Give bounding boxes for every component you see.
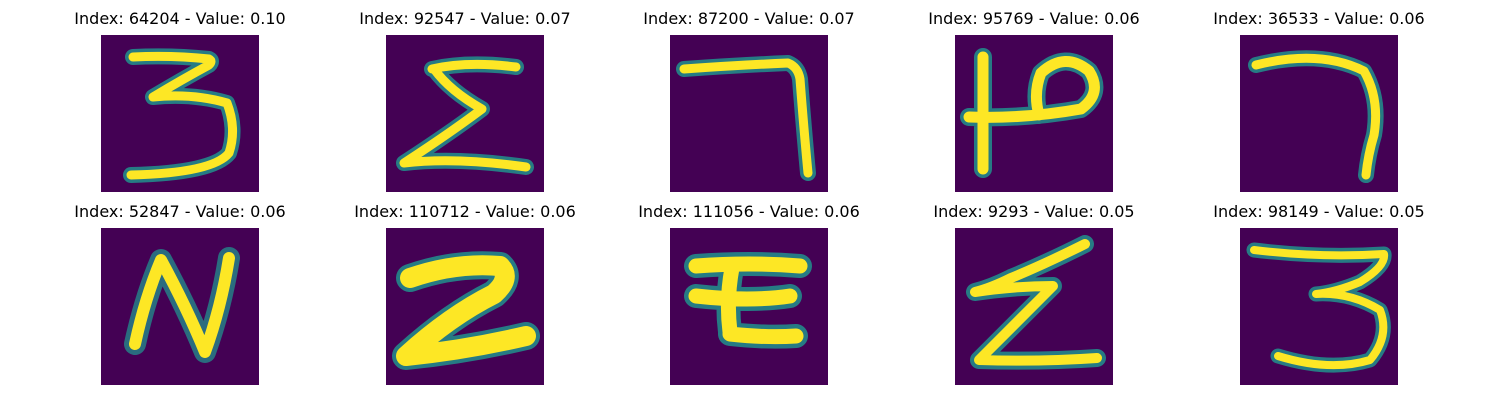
sample-image [670, 35, 828, 192]
handwritten-glyph-3 [123, 48, 241, 183]
sample-image [386, 228, 544, 385]
sample-panel: Index: 95769 - Value: 0.06 [914, 9, 1154, 194]
sample-image [1240, 35, 1398, 192]
handwritten-glyph-sigma [396, 56, 534, 175]
sample-image [955, 228, 1113, 385]
panel-title: Index: 52847 - Value: 0.06 [74, 202, 286, 221]
sample-panel: Index: 52847 - Value: 0.06 [60, 202, 300, 387]
sample-panel: Index: 64204 - Value: 0.10 [60, 9, 300, 194]
panel-title: Index: 92547 - Value: 0.07 [359, 9, 571, 28]
panel-title: Index: 110712 - Value: 0.06 [354, 202, 576, 221]
sample-panel: Index: 36533 - Value: 0.06 [1199, 9, 1439, 194]
sample-image [1240, 228, 1398, 385]
panel-title: Index: 64204 - Value: 0.10 [74, 9, 286, 28]
sample-panel: Index: 98149 - Value: 0.05 [1199, 202, 1439, 387]
panel-title: Index: 111056 - Value: 0.06 [638, 202, 860, 221]
sample-image [386, 35, 544, 192]
panel-title: Index: 9293 - Value: 0.05 [933, 202, 1135, 221]
sample-image [955, 35, 1113, 192]
panel-title: Index: 95769 - Value: 0.06 [928, 9, 1140, 28]
handwritten-glyph-z [966, 235, 1106, 370]
handwritten-glyph-3 [1246, 242, 1392, 373]
sample-panel: Index: 111056 - Value: 0.06 [629, 202, 869, 387]
panel-title: Index: 98149 - Value: 0.05 [1213, 202, 1425, 221]
handwritten-glyph-sigma [684, 252, 812, 349]
handwritten-glyph-n [124, 247, 240, 363]
sample-panel: Index: 9293 - Value: 0.05 [914, 202, 1154, 387]
sample-image [670, 228, 828, 385]
handwritten-glyph-7 [676, 55, 816, 181]
handwritten-glyph-7 [1248, 50, 1384, 183]
panel-title: Index: 36533 - Value: 0.06 [1213, 9, 1425, 28]
handwritten-glyph-h [960, 48, 1104, 178]
sample-image [101, 228, 259, 385]
handwritten-glyph-2 [392, 251, 540, 370]
sample-panel: Index: 110712 - Value: 0.06 [345, 202, 585, 387]
sample-panel: Index: 92547 - Value: 0.07 [345, 9, 585, 194]
panel-title: Index: 87200 - Value: 0.07 [643, 9, 855, 28]
sample-panel: Index: 87200 - Value: 0.07 [629, 9, 869, 194]
sample-image [101, 35, 259, 192]
